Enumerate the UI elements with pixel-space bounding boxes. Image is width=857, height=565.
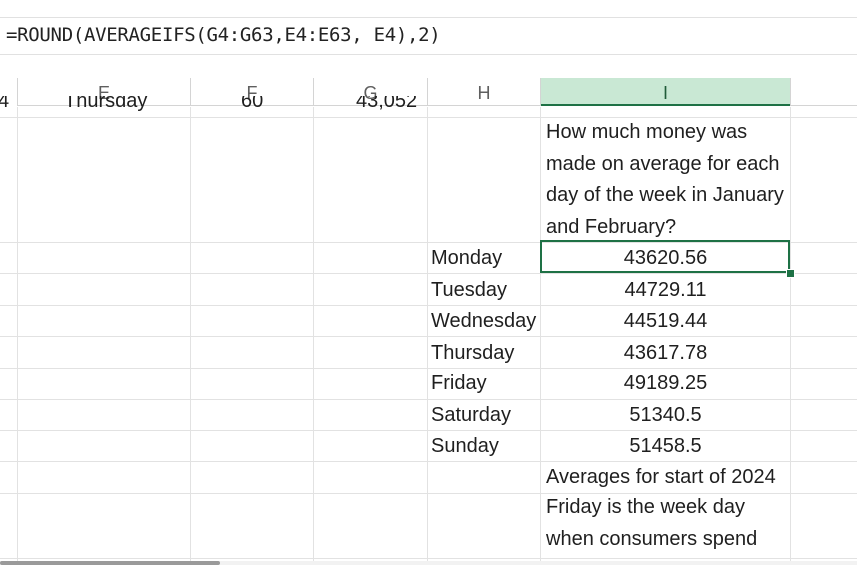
- day-label-wednesday[interactable]: Wednesday: [431, 310, 537, 332]
- avg-value-monday[interactable]: 43620.56: [623, 247, 708, 269]
- column-header-f[interactable]: F: [191, 78, 313, 106]
- header-separator: [190, 78, 191, 106]
- grid-line: [0, 399, 857, 400]
- day-label-saturday[interactable]: Saturday: [431, 404, 512, 426]
- grid-line: [0, 242, 857, 243]
- column-header-g[interactable]: G: [314, 78, 427, 106]
- grid-line: [0, 493, 857, 494]
- day-label-thursday[interactable]: Thursday: [431, 342, 515, 364]
- column-header-e[interactable]: E: [18, 78, 190, 106]
- day-label-monday[interactable]: Monday: [431, 247, 503, 269]
- grid-line: [0, 461, 857, 462]
- avg-value-wednesday[interactable]: 44519.44: [623, 310, 708, 332]
- question-line-1[interactable]: How much money was: [546, 121, 748, 143]
- grid-line: [0, 430, 857, 431]
- cell-f-partial[interactable]: 60: [241, 96, 264, 112]
- active-cell-selection[interactable]: [540, 240, 790, 273]
- formula-bar[interactable]: =ROUND(AVERAGEIFS(G4:G63,E4:E63, E4),2): [0, 17, 857, 55]
- day-label-sunday[interactable]: Sunday: [431, 435, 499, 457]
- avg-value-sunday[interactable]: 51458.5: [629, 435, 702, 457]
- fill-handle[interactable]: [786, 269, 795, 278]
- note-line-1[interactable]: Averages for start of 2024: [546, 466, 776, 488]
- header-separator: [313, 78, 314, 106]
- header-separator: [540, 78, 541, 106]
- question-line-3[interactable]: day of the week in January: [546, 184, 784, 206]
- horizontal-scrollbar-thumb[interactable]: [0, 561, 220, 565]
- grid-line: [0, 336, 857, 337]
- note-line-2[interactable]: Friday is the week day: [546, 496, 745, 518]
- cell-e-partial[interactable]: Thursday: [64, 96, 148, 112]
- avg-value-tuesday[interactable]: 44729.11: [624, 279, 707, 301]
- column-header-blank: [791, 78, 857, 106]
- grid-line: [0, 558, 857, 559]
- question-line-2[interactable]: made on average for each: [546, 153, 780, 175]
- grid-line: [0, 117, 857, 118]
- day-label-tuesday[interactable]: Tuesday: [431, 279, 507, 301]
- header-separator: [17, 78, 18, 106]
- note-line-3[interactable]: when consumers spend: [546, 528, 758, 550]
- column-header-h[interactable]: H: [428, 78, 540, 106]
- cell-d-partial[interactable]: 4: [0, 96, 10, 112]
- grid-line: [0, 368, 857, 369]
- avg-value-thursday[interactable]: 43617.78: [623, 342, 708, 364]
- avg-value-friday[interactable]: 49189.25: [623, 372, 708, 394]
- avg-value-saturday[interactable]: 51340.5: [629, 404, 702, 426]
- grid-line: [0, 305, 857, 306]
- partial-row: 4 Thursday 60 43,052: [0, 96, 857, 116]
- grid-line: [0, 273, 857, 274]
- header-separator: [790, 78, 791, 106]
- horizontal-scrollbar-track[interactable]: [0, 561, 857, 565]
- question-line-4[interactable]: and February?: [546, 216, 677, 238]
- day-label-friday[interactable]: Friday: [431, 372, 487, 394]
- header-separator: [427, 78, 428, 106]
- formula-text[interactable]: =ROUND(AVERAGEIFS(G4:G63,E4:E63, E4),2): [6, 24, 441, 46]
- column-header-i[interactable]: I: [541, 78, 790, 106]
- cell-g-partial[interactable]: 43,052: [356, 96, 418, 112]
